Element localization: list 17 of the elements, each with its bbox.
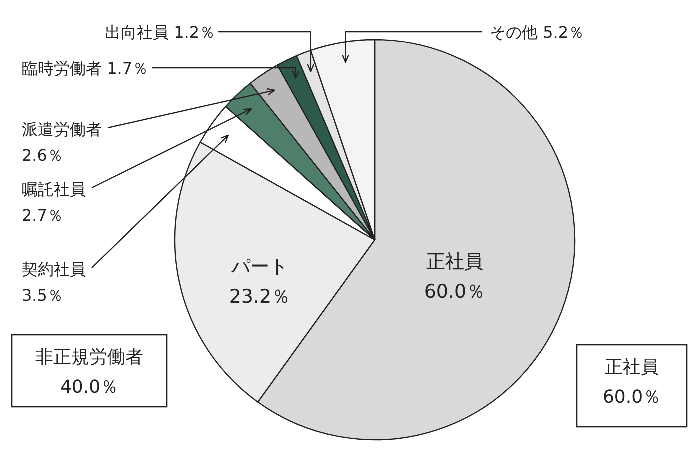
data-label: 60.0％ (424, 281, 486, 303)
slice-label: 派遣労働者 (22, 120, 102, 139)
slice-label: パート (230, 256, 288, 278)
data-label: 23.2％ (229, 286, 291, 308)
slice-label: 臨時労働者 1.7％ (22, 59, 149, 78)
text: 60.0％ (602, 387, 662, 408)
slice-label: その他 5.2％ (490, 23, 585, 42)
text: 正社員 (605, 357, 659, 378)
slice-label: 嘱託社員 (22, 180, 86, 199)
data-label: 2.7％ (22, 206, 64, 225)
data-label: 2.6％ (22, 146, 64, 165)
slice-label: 出向社員 1.2％ (105, 23, 216, 42)
text: 40.0％ (60, 377, 119, 398)
slice-label: 正社員 (426, 251, 484, 273)
slice-label: 契約社員 (22, 260, 86, 279)
data-label: 3.5％ (22, 286, 64, 305)
text: 非正規労働者 (36, 347, 144, 368)
